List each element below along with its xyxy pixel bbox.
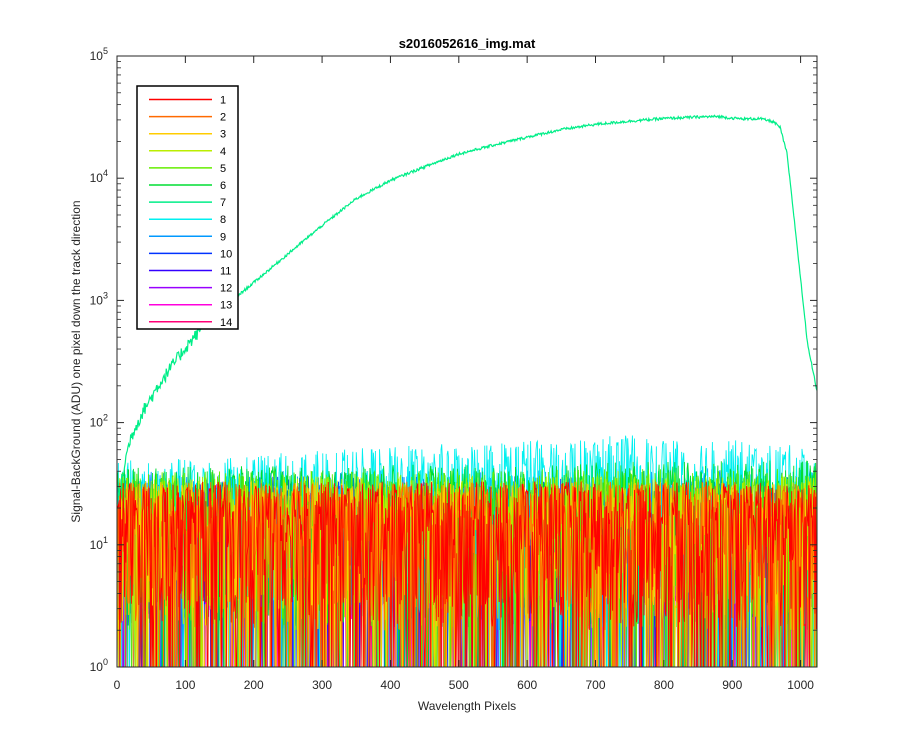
x-tick-label: 900	[722, 678, 742, 692]
x-axis: 0 100 200 300 400 500 600 700 800 900 1000	[114, 56, 814, 692]
legend-label-4: 4	[220, 146, 226, 158]
x-tick-label: 200	[244, 678, 264, 692]
legend-label-11: 11	[220, 266, 231, 278]
x-tick-label: 1000	[787, 678, 814, 692]
legend-label-10: 10	[220, 248, 232, 260]
legend-label-3: 3	[220, 129, 226, 141]
legend-label-6: 6	[220, 180, 226, 192]
chart-title: s2016052616_img.mat	[399, 36, 536, 51]
legend-label-7: 7	[220, 197, 226, 209]
x-tick-label: 100	[175, 678, 195, 692]
x-tick-label: 0	[114, 678, 121, 692]
legend-label-9: 9	[220, 231, 226, 243]
x-axis-label: Wavelength Pixels	[418, 699, 516, 713]
legend-label-14: 14	[220, 317, 232, 329]
x-tick-label: 700	[586, 678, 606, 692]
x-tick-label: 600	[517, 678, 537, 692]
legend-label-1: 1	[220, 95, 226, 107]
legend-label-5: 5	[220, 163, 226, 175]
legend-label-2: 2	[220, 112, 226, 124]
series-layer	[116, 114, 818, 668]
y-axis-label: Signal-BackGround (ADU) one pixel down t…	[69, 200, 83, 522]
legend-label-12: 12	[220, 283, 232, 295]
axes-box	[116, 55, 818, 668]
legend-label-8: 8	[220, 214, 226, 226]
x-tick-label: 300	[312, 678, 332, 692]
x-tick-label: 800	[654, 678, 674, 692]
legend-box	[136, 85, 239, 330]
x-tick-label: 500	[449, 678, 469, 692]
legend-label-13: 13	[220, 300, 232, 312]
x-tick-label: 400	[380, 678, 400, 692]
